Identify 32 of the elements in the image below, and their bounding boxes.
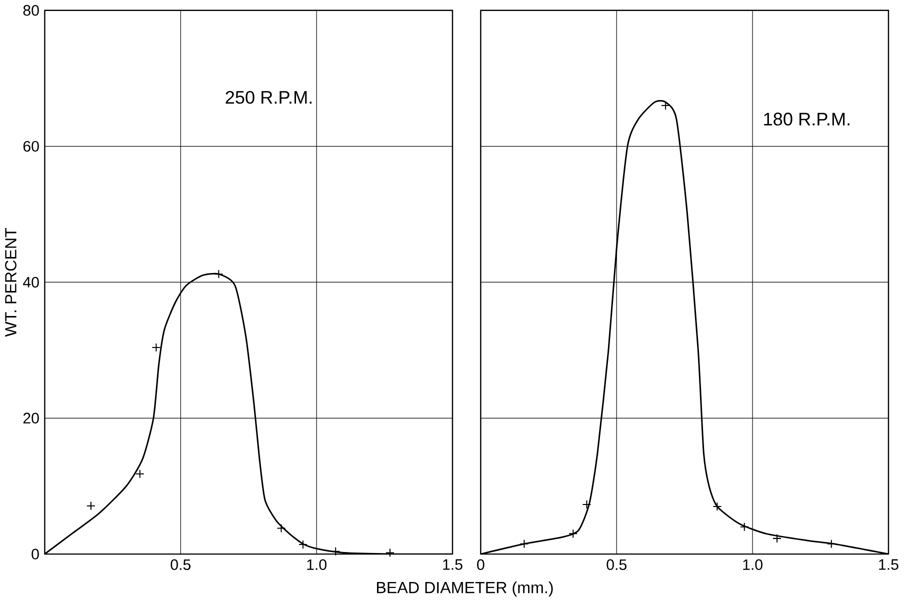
x-tick-label: 0.5 — [606, 560, 626, 570]
point — [661, 101, 670, 110]
annotation: 180 R.P.M. — [764, 112, 850, 126]
point — [520, 540, 529, 549]
point — [276, 524, 286, 534]
point — [385, 548, 395, 558]
point — [826, 540, 836, 549]
x-tick-label: 1.0 — [307, 560, 326, 570]
point — [86, 502, 96, 511]
x-tick-label: 1.0 — [743, 560, 762, 570]
x-axis-title: BEAD DIAMETER (mm.) — [377, 582, 553, 597]
point — [152, 343, 161, 352]
y-tick-label: 40 — [23, 277, 39, 288]
point — [740, 522, 749, 532]
point — [582, 500, 592, 510]
x-tick-label: 0 — [477, 560, 484, 570]
x-tick-label: 0.5 — [170, 560, 191, 570]
y-tick-label: 20 — [23, 413, 39, 424]
point — [135, 470, 144, 479]
y-tick-label: 80 — [23, 5, 39, 16]
y-tick-label: 60 — [23, 141, 39, 152]
y-axis-title: WT. PERCENT — [5, 228, 16, 338]
point — [568, 529, 578, 538]
x-tick-label: 1.5 — [879, 560, 898, 570]
point — [772, 534, 782, 544]
point — [214, 270, 224, 279]
point — [331, 547, 340, 556]
annotation: 250 R.P.M. — [226, 91, 312, 104]
y-tick-label: 0 — [32, 548, 39, 560]
x-tick-label: 1.5 — [443, 560, 462, 570]
point — [712, 502, 722, 512]
point — [298, 540, 308, 550]
